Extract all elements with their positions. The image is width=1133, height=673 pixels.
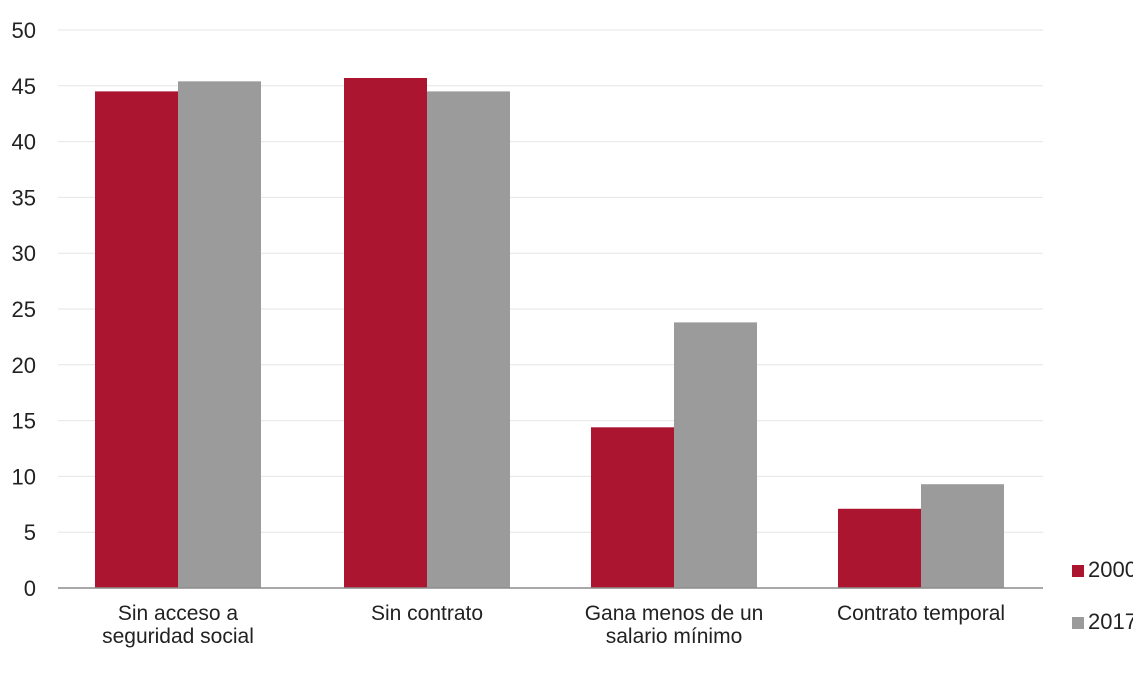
legend-swatch-2000 (1072, 565, 1084, 577)
bar-2000-3 (591, 427, 674, 588)
category-label-line: Contrato temporal (837, 602, 1005, 625)
y-tick-label: 25 (12, 297, 36, 322)
bar-2000-1 (95, 91, 178, 588)
bars (95, 77, 1004, 588)
bar-2000-4 (838, 508, 921, 588)
y-tick-label: 5 (24, 520, 36, 545)
category-label: Sin acceso a seguridad social (102, 602, 254, 648)
category-label-line: seguridad social (102, 625, 254, 648)
y-tick-label: 0 (24, 576, 36, 601)
bar-2017-2 (427, 91, 510, 588)
legend: 2000 2017 (1072, 557, 1133, 634)
y-tick-label: 15 (12, 409, 36, 434)
category-label-line: Sin acceso a (118, 602, 239, 625)
y-tick-label: 40 (12, 130, 36, 155)
category-label-line: Sin contrato (371, 602, 483, 625)
y-tick-label: 20 (12, 353, 36, 378)
category-label-line: salario mínimo (606, 625, 743, 648)
y-tick-label: 35 (12, 185, 36, 210)
bar-2017-4 (921, 484, 1004, 588)
bar-2017-3 (674, 322, 757, 588)
category-label-line: Gana menos de un (585, 602, 764, 625)
bar-2000-2 (344, 77, 427, 588)
legend-label-2017: 2017 (1088, 609, 1133, 634)
y-tick-label: 30 (12, 241, 36, 266)
category-label: Sin contrato (371, 602, 483, 625)
y-axis-ticks: 0 5 10 15 20 25 30 35 40 45 50 (12, 18, 36, 601)
y-tick-label: 45 (12, 74, 36, 99)
y-tick-label: 50 (12, 18, 36, 43)
category-label: Contrato temporal (837, 602, 1005, 625)
legend-label-2000: 2000 (1088, 557, 1133, 582)
bar-2017-1 (178, 81, 261, 588)
legend-swatch-2017 (1072, 617, 1084, 629)
x-axis-categories: Sin acceso a seguridad social Sin contrato… (102, 602, 1005, 648)
y-tick-label: 10 (12, 464, 36, 489)
category-label: Gana menos de un salario mínimo (585, 602, 764, 648)
